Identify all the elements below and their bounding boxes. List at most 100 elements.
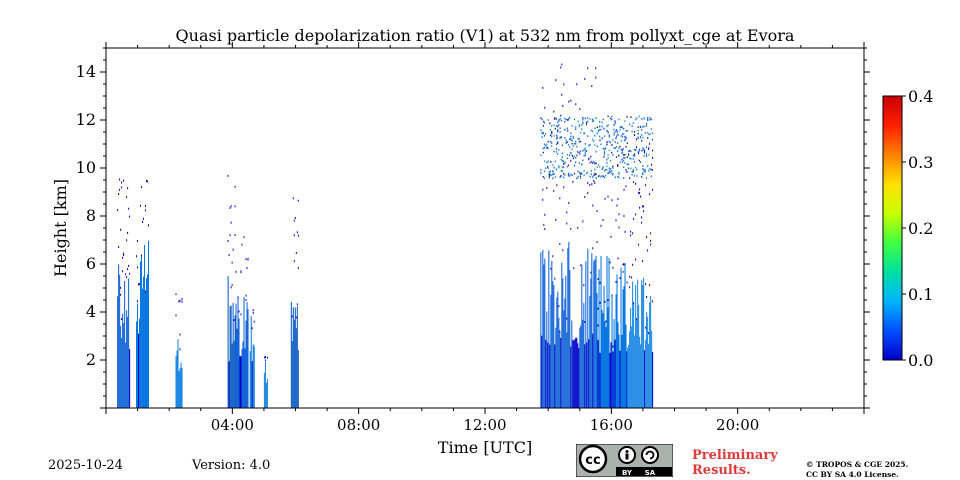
heatmap-column [634, 335, 636, 408]
heatmap-column [633, 303, 635, 408]
heatmap-speckle [611, 199, 613, 202]
cirrus-pixel [548, 175, 550, 178]
heatmap-speckle [602, 166, 604, 169]
cirrus-pixel [566, 127, 568, 130]
cirrus-pixel [567, 117, 570, 120]
cirrus-pixel [617, 150, 619, 152]
heatmap-speckle [253, 320, 255, 323]
cirrus-pixel [608, 167, 610, 170]
cirrus-pixel [624, 120, 626, 122]
heatmap-speckle [557, 125, 559, 128]
heatmap-speckle [622, 147, 624, 150]
heatmap-speckle [625, 169, 627, 172]
cirrus-pixel [558, 149, 560, 151]
cirrus-pixel [582, 122, 584, 125]
heatmap-column [617, 322, 619, 408]
preliminary-line-1: Preliminary [692, 448, 778, 463]
heatmap-speckle [603, 155, 605, 158]
cirrus-pixel [642, 126, 644, 128]
cirrus-pixel [624, 157, 626, 159]
heatmap-speckle [556, 134, 558, 137]
heatmap-column [596, 293, 598, 408]
heatmap-speckle [297, 266, 299, 269]
cirrus-pixel [591, 162, 594, 164]
heatmap-speckle [643, 205, 645, 208]
heatmap-speckle [639, 188, 641, 191]
cirrus-pixel [584, 147, 586, 150]
heatmap-speckle [546, 187, 548, 190]
cirrus-pixel [557, 142, 559, 145]
heatmap-column [290, 301, 292, 408]
heatmap-speckle [630, 234, 632, 237]
heatmap-speckle [634, 134, 636, 136]
heatmap-speckle [291, 315, 293, 318]
heatmap-speckle [136, 255, 137, 258]
cirrus-pixel [594, 144, 596, 146]
cirrus-pixel [555, 148, 558, 150]
cirrus-pixel [547, 119, 549, 121]
heatmap-speckle [231, 261, 233, 264]
heatmap-speckle [554, 117, 556, 119]
heatmap-speckle [241, 243, 243, 246]
heatmap-speckle [615, 137, 617, 140]
heatmap-speckle [264, 356, 266, 358]
cirrus-pixel [624, 153, 626, 156]
cirrus-pixel [545, 144, 547, 147]
cirrus-pixel [543, 143, 546, 146]
x-tick-label: 08:00 [337, 416, 380, 434]
cirrus-pixel [624, 162, 626, 164]
heatmap-speckle [649, 142, 651, 145]
cirrus-pixel [607, 154, 609, 156]
heatmap-column [602, 313, 604, 408]
cirrus-pixel [557, 140, 559, 143]
heatmap-column [147, 274, 149, 408]
cirrus-pixel [597, 164, 600, 166]
heatmap-speckle [625, 185, 627, 188]
cirrus-pixel [582, 119, 584, 121]
heatmap-speckle [580, 264, 582, 267]
heatmap-speckle [624, 230, 626, 233]
cirrus-pixel [603, 135, 606, 137]
cirrus-pixel [635, 118, 637, 121]
cirrus-pixel [573, 155, 576, 158]
heatmap-speckle [122, 270, 124, 273]
heatmap-speckle [577, 226, 579, 229]
cirrus-pixel [579, 175, 582, 178]
cirrus-pixel [623, 177, 625, 179]
heatmap-speckle [629, 286, 631, 289]
heatmap-speckle [145, 205, 146, 208]
heatmap-speckle [117, 209, 119, 212]
heatmap-column [607, 307, 609, 408]
cirrus-pixel [554, 176, 556, 178]
heatmap-speckle [594, 182, 596, 184]
heatmap-speckle [121, 181, 123, 184]
heatmap-speckle [228, 254, 230, 257]
cirrus-pixel [645, 146, 648, 148]
cirrus-pixel [637, 129, 639, 132]
cirrus-pixel [543, 135, 546, 137]
heatmap-speckle [141, 186, 142, 189]
heatmap-speckle [560, 66, 562, 69]
cirrus-pixel [607, 124, 609, 127]
cirrus-pixel [629, 157, 631, 159]
cirrus-pixel [579, 173, 582, 175]
cirrus-pixel [621, 135, 624, 138]
heatmap-speckle [592, 204, 594, 207]
plot-frame [105, 47, 865, 409]
heatmap-column [564, 298, 566, 408]
x-axis-label: Time [UTC] [438, 438, 532, 457]
cirrus-pixel [607, 157, 609, 159]
cirrus-pixel [609, 168, 612, 170]
heatmap-speckle [122, 256, 124, 259]
cirrus-pixel [563, 163, 565, 165]
heatmap-column [615, 294, 617, 408]
heatmap-speckle [572, 180, 574, 183]
cirrus-pixel [600, 176, 602, 178]
heatmap-speckle [127, 231, 129, 234]
cirrus-pixel [541, 118, 543, 121]
cirrus-pixel [651, 169, 654, 171]
cirrus-pixel [587, 135, 589, 137]
cirrus-pixel [541, 131, 543, 134]
heatmap-speckle [559, 243, 561, 246]
cirrus-pixel [571, 139, 573, 142]
